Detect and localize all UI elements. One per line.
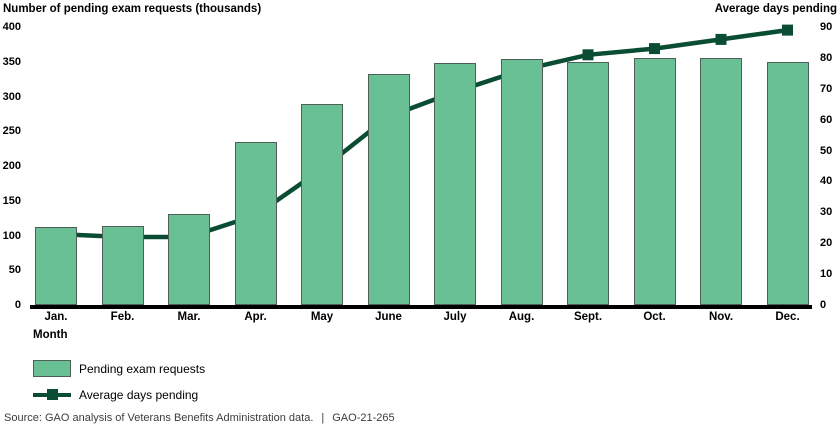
month-label-aug: Aug. — [508, 311, 535, 323]
legend-label-average-days-pending: Average days pending — [79, 387, 199, 402]
left-axis-tick-200: 200 — [2, 160, 21, 172]
bar-july — [434, 63, 476, 305]
left-axis-tick-250: 250 — [2, 125, 21, 138]
bar-apr — [234, 142, 277, 305]
right-axis-tick-60: 60 — [820, 113, 833, 126]
bar-may — [301, 104, 343, 305]
line-marker-dec — [782, 24, 793, 36]
left-axis-tick-50: 50 — [8, 264, 21, 277]
source-text: Source: GAO analysis of Veterans Benefit… — [4, 412, 314, 424]
bar-dec — [766, 62, 809, 305]
left-axis-tick-400: 400 — [2, 21, 21, 33]
right-axis-tick-70: 70 — [820, 82, 833, 95]
bar-sept — [567, 61, 609, 305]
month-label-nov: Nov. — [708, 311, 734, 323]
right-axis-tick-0: 0 — [820, 299, 827, 311]
left-axis-tick-150: 150 — [2, 194, 21, 207]
legend-row-days: Average days pending — [33, 384, 205, 405]
month-label-dec: Dec. — [775, 311, 800, 323]
left-axis-tick-0: 0 — [14, 299, 21, 311]
bar-june — [367, 74, 410, 305]
bar-aug — [500, 58, 543, 305]
source-separator: | — [321, 412, 325, 424]
month-label-jan: Jan. — [44, 311, 68, 323]
legend: Pending exam requests Average days pendi… — [33, 358, 205, 410]
report-number: GAO-21-265 — [332, 412, 395, 424]
left-axis-title: Number of pending exam requests (thousan… — [3, 3, 262, 15]
right-axis-tick-20: 20 — [820, 237, 833, 250]
x-axis-line — [30, 305, 812, 309]
bar-nov — [700, 58, 742, 305]
month-label-feb: Feb. — [110, 311, 135, 323]
month-label-apr: Apr. — [244, 311, 267, 323]
right-axis-tick-50: 50 — [820, 144, 833, 157]
x-axis-label: Month — [33, 329, 68, 341]
left-axis-tick-350: 350 — [2, 55, 21, 68]
legend-row-pending: Pending exam requests — [33, 358, 205, 379]
average-days-line — [55, 27, 788, 240]
legend-line-swatch — [33, 386, 71, 403]
right-axis-tick-30: 30 — [820, 206, 833, 219]
bar-oct — [633, 57, 676, 305]
right-axis-tick-80: 80 — [820, 51, 833, 64]
month-label-mar: Mar. — [177, 311, 201, 323]
left-axis-tick-100: 100 — [2, 229, 21, 242]
month-label-may: May — [310, 311, 334, 323]
line-marker-sept — [582, 49, 594, 61]
left-axis-tick-300: 300 — [2, 90, 21, 103]
month-label-june: June — [375, 311, 402, 323]
line-marker-nov — [715, 33, 727, 45]
legend-line-marker-icon — [47, 389, 58, 400]
month-label-oct: Oct. — [643, 311, 666, 323]
month-label-sept: Sept. — [573, 311, 603, 323]
right-axis-tick-10: 10 — [820, 268, 833, 281]
month-label-july: July — [443, 311, 467, 323]
bar-mar — [168, 213, 210, 305]
right-axis-tick-90: 90 — [820, 21, 833, 33]
right-axis-title: Average days pending — [714, 3, 837, 15]
line-marker-oct — [649, 43, 660, 55]
legend-label-pending-exam-requests: Pending exam requests — [79, 361, 206, 376]
bar-feb — [101, 225, 144, 305]
legend-bar-swatch — [33, 360, 71, 377]
right-axis-tick-40: 40 — [820, 175, 833, 188]
bar-jan — [35, 227, 77, 305]
source-line: Source: GAO analysis of Veterans Benefit… — [4, 412, 395, 424]
